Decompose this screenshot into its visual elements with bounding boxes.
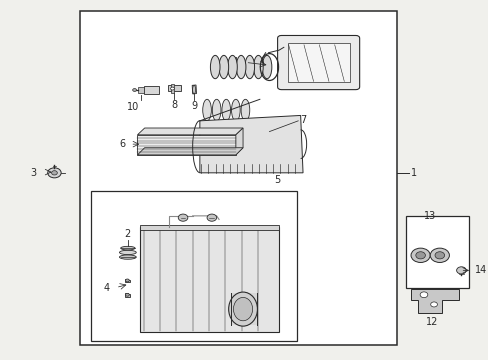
Ellipse shape [262,55,271,79]
Bar [287,43,349,82]
Text: 1: 1 [410,168,416,178]
Polygon shape [235,128,243,155]
Bar [138,87,144,93]
Polygon shape [200,116,303,173]
Circle shape [430,302,437,307]
Polygon shape [137,135,235,155]
Ellipse shape [253,55,263,79]
Polygon shape [137,148,243,155]
Circle shape [170,87,174,90]
Text: 9: 9 [191,102,197,112]
Text: 10: 10 [126,102,139,112]
Ellipse shape [233,297,252,321]
Ellipse shape [241,99,249,121]
Ellipse shape [119,255,136,259]
Text: 4: 4 [104,283,110,293]
Ellipse shape [203,99,211,121]
Circle shape [415,252,425,259]
Text: 2: 2 [124,229,131,239]
Ellipse shape [244,55,254,79]
Text: 3: 3 [31,168,37,178]
Circle shape [178,214,187,221]
Bar [91,191,297,341]
Text: 11: 11 [228,57,240,67]
Circle shape [206,214,216,221]
Polygon shape [192,85,196,94]
Ellipse shape [210,55,220,79]
Ellipse shape [119,250,136,255]
Ellipse shape [231,99,240,121]
Bar [140,226,279,332]
FancyBboxPatch shape [277,36,359,90]
Polygon shape [124,279,130,282]
Ellipse shape [228,292,257,326]
Polygon shape [410,289,458,313]
Text: 13: 13 [423,211,435,221]
Circle shape [410,248,429,262]
Ellipse shape [121,246,135,250]
Polygon shape [124,293,130,297]
Bar [140,225,279,230]
Circle shape [51,171,57,175]
Bar [143,86,159,94]
Bar [170,84,174,93]
Ellipse shape [222,99,230,121]
Text: 8: 8 [171,100,177,111]
Circle shape [132,89,136,91]
Circle shape [125,279,129,282]
Bar [230,293,257,325]
Text: 7: 7 [300,115,306,125]
Text: 6: 6 [119,139,125,149]
Circle shape [125,293,129,296]
Bar [167,85,181,91]
Ellipse shape [236,55,245,79]
Bar [406,216,468,288]
Bar [80,12,396,345]
Circle shape [419,292,427,298]
Circle shape [429,248,448,262]
Ellipse shape [219,55,228,79]
Text: 14: 14 [474,265,486,275]
Circle shape [48,168,61,178]
Circle shape [434,252,444,259]
Ellipse shape [227,55,237,79]
Text: 5: 5 [274,175,280,185]
Text: 12: 12 [426,317,438,327]
Polygon shape [137,128,243,135]
Ellipse shape [212,99,221,121]
Circle shape [456,267,465,274]
